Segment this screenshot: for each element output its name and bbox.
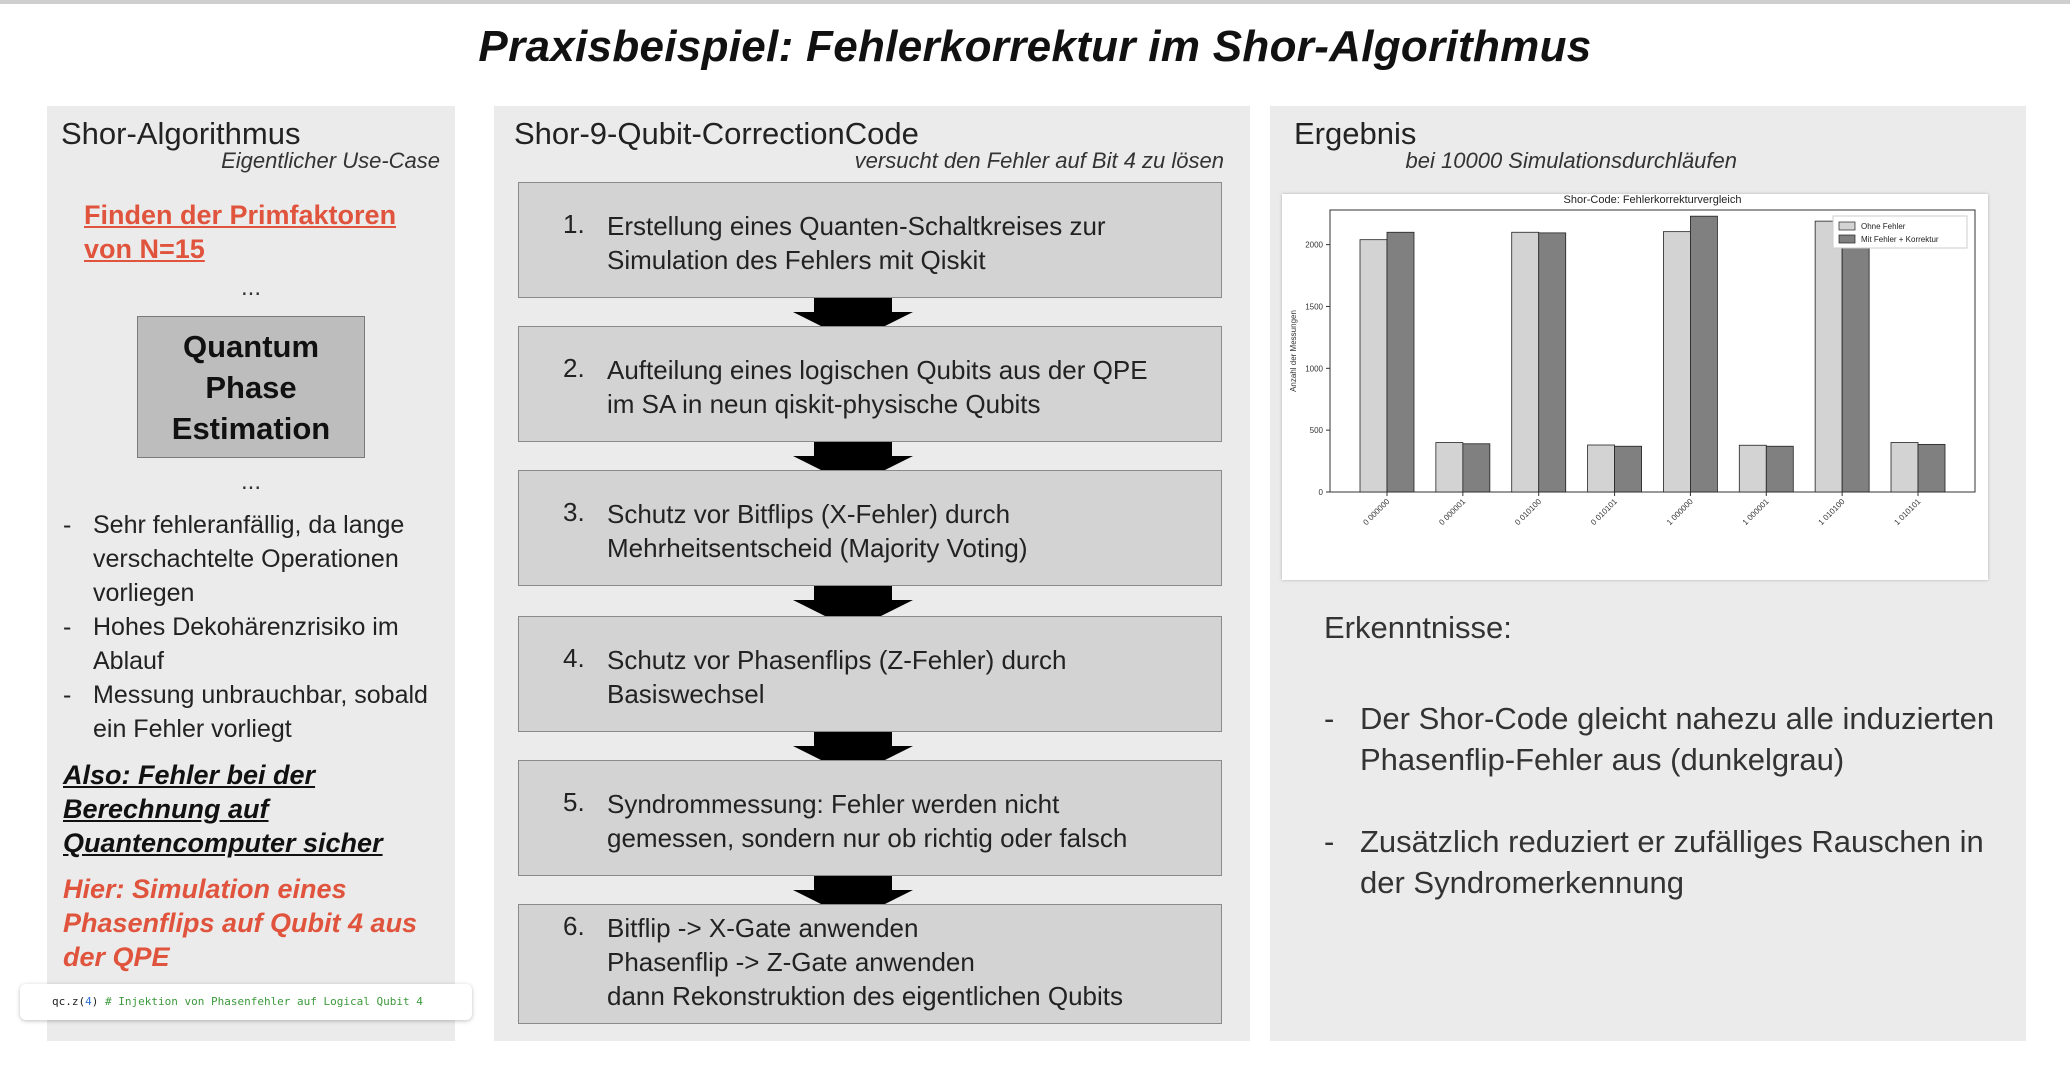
chart-title: Shor-Code: Fehlerkorrekturvergleich	[1564, 194, 1742, 206]
panel-title: Ergebnis	[1294, 116, 1417, 151]
x-tick-label: 1 000000	[1665, 497, 1695, 527]
plot-frame	[1329, 209, 1976, 493]
panel-subtitle: bei 10000 Simulationsdurchläufen	[1405, 148, 1737, 173]
panel-subtitle: Eigentlicher Use-Case	[221, 148, 440, 173]
x-tick-label: 1 010101	[1892, 497, 1922, 527]
ellipsis-top: ...	[240, 274, 261, 301]
step-4: 4. Schutz vor Phasenflips (Z-Fehler) durc…	[518, 616, 1222, 732]
insights-list: - Der Shor-Code gleicht nahezu alle induz…	[1324, 698, 2014, 944]
step-6: 6. Bitflip -> X-Gate anwenden Phasenflip …	[518, 904, 1222, 1024]
qpe-box: Quantum Phase Estimation	[137, 316, 365, 458]
bar	[1511, 231, 1540, 493]
bar	[1587, 444, 1615, 493]
bar	[1386, 231, 1415, 493]
step-5: 5. Syndrommessung: Fehler werden nicht ge…	[518, 760, 1222, 876]
bar	[1690, 215, 1718, 493]
legend-swatch	[1838, 234, 1856, 244]
bar	[1814, 220, 1843, 493]
bar	[1890, 442, 1919, 493]
bar	[1538, 232, 1567, 493]
bar	[1663, 231, 1691, 493]
list-item: - Messung unbrauchbar, sobald ein Fehler …	[63, 681, 428, 743]
ellipsis-bottom: ...	[240, 468, 261, 495]
code-snippet: qc.z(4) # Injektion von Phasenfehler auf…	[20, 984, 472, 1020]
x-tick-label: 0 010100	[1513, 497, 1543, 527]
list-item: - Hohes Dekohärenzrisiko im Ablauf	[63, 613, 399, 675]
x-tick-label: 1 000001	[1741, 497, 1771, 527]
legend-label: Mit Fehler + Korrektur	[1861, 235, 1939, 244]
step-1: 1. Erstellung eines Quanten-Schaltkreises…	[518, 182, 1222, 298]
bar	[1435, 442, 1464, 493]
panel-subtitle: versucht den Fehler auf Bit 4 zu lösen	[854, 148, 1224, 173]
slide-title: Praxisbeispiel: Fehlerkorrektur im Shor-…	[478, 22, 1592, 71]
conclusion-text: Also: Fehler bei der Berechnung auf Quan…	[63, 760, 383, 858]
step-3: 3. Schutz vor Bitflips (X-Fehler) durch M…	[518, 470, 1222, 586]
bar	[1917, 443, 1946, 493]
list-item: - Sehr fehleranfällig, da lange verschach…	[63, 511, 405, 607]
result-chart: Shor-Code: Fehlerkorrekturvergleich 0 500 1…	[1282, 194, 1988, 580]
list-item: - Zusätzlich reduziert er zufälliges Raus…	[1324, 824, 1984, 900]
x-tick-label: 0 000001	[1437, 497, 1467, 527]
step-2: 2. Aufteilung eines logischen Qubits aus …	[518, 326, 1222, 442]
x-tick-label: 1 010100	[1817, 497, 1847, 527]
legend-swatch	[1838, 221, 1856, 231]
y-tick-label: 500	[1310, 426, 1324, 435]
y-tick-label: 1000	[1305, 364, 1323, 373]
insights-title: Erkenntnisse:	[1324, 610, 1512, 645]
y-tick-label: 1500	[1305, 302, 1323, 311]
y-tick-label: 2000	[1305, 241, 1323, 250]
result-panel: Ergebnis bei 10000 Simulationsdurchläufe…	[1270, 106, 2026, 1041]
legend-label: Ohne Fehler	[1861, 222, 1906, 231]
problem-list: - Sehr fehleranfällig, da lange verschach…	[63, 508, 453, 746]
bar	[1359, 239, 1388, 493]
list-item: - Der Shor-Code gleicht nahezu alle induz…	[1324, 701, 1995, 777]
panel-title: Shor-9-Qubit-CorrectionCode	[514, 116, 919, 151]
shor-algorithm-panel: Shor-Algorithmus Eigentlicher Use-Case F…	[47, 106, 455, 1041]
bar	[1462, 443, 1491, 493]
bar	[1841, 236, 1870, 493]
bar	[1738, 444, 1767, 493]
top-border	[0, 0, 2070, 4]
y-axis-label: Anzahl der Messungen	[1289, 310, 1298, 392]
panel-title: Shor-Algorithmus	[61, 116, 301, 151]
bar-chart-svg: Shor-Code: Fehlerkorrekturvergleich 0 500 1…	[1289, 194, 1976, 527]
primfactor-heading: Finden der Primfaktoren von N=15	[84, 200, 397, 264]
bar	[1765, 445, 1794, 493]
y-tick-label: 0	[1319, 488, 1324, 497]
qpe-label: Quantum Phase Estimation	[171, 328, 331, 446]
simulation-note: Hier: Simulation eines Phasenflips auf Q…	[63, 874, 418, 972]
bar	[1614, 445, 1642, 493]
x-tick-label: 0 000000	[1361, 497, 1391, 527]
x-tick-label: 0 010101	[1589, 497, 1619, 527]
correction-code-panel: Shor-9-Qubit-CorrectionCode versucht den…	[494, 106, 1250, 1041]
